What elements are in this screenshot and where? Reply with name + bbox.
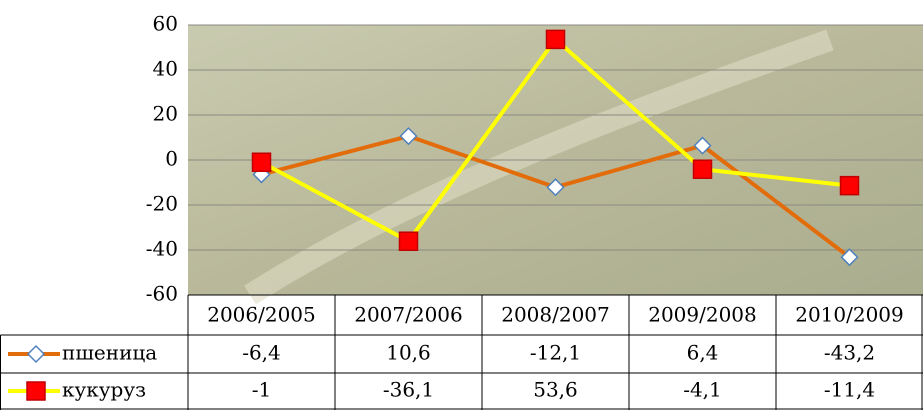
category-label: 2009/2008 (648, 303, 757, 327)
table-value: 6,4 (687, 341, 719, 365)
y-tick-label: 20 (153, 102, 178, 126)
table-value: -36,1 (383, 378, 434, 402)
category-label: 2007/2006 (354, 303, 463, 327)
legend-marker (26, 344, 46, 364)
data-point (692, 159, 713, 179)
table-value: 10,6 (386, 341, 431, 365)
table-value: -43,2 (824, 341, 875, 365)
table-value: -4,1 (683, 378, 722, 402)
data-point (839, 175, 860, 196)
legend-marker (26, 381, 46, 401)
y-tick-label: 40 (153, 57, 178, 81)
category-label: 2006/2005 (207, 303, 316, 327)
data-point (546, 178, 565, 197)
legend-label: кукуруз (62, 378, 146, 402)
y-tick-label: 0 (165, 147, 178, 171)
data-point (545, 29, 566, 50)
y-tick-label: -40 (146, 237, 178, 261)
table-value: 53,6 (533, 378, 578, 402)
data-point (399, 127, 418, 146)
data-point (840, 248, 859, 267)
table-value: -12,1 (530, 341, 581, 365)
category-label: 2010/2009 (795, 303, 904, 327)
table-value: -11,4 (824, 378, 875, 402)
y-tick-label: -60 (146, 282, 178, 306)
table-value: -1 (252, 378, 271, 402)
y-tick-label: -20 (146, 192, 178, 216)
table-value: -6,4 (242, 341, 281, 365)
wheat-decoration (244, 29, 834, 305)
data-point (251, 152, 272, 172)
y-tick-label: 60 (153, 12, 178, 36)
category-label: 2008/2007 (501, 303, 610, 327)
data-point (693, 136, 712, 155)
data-point (398, 231, 419, 251)
legend-label: пшеница (62, 341, 157, 365)
